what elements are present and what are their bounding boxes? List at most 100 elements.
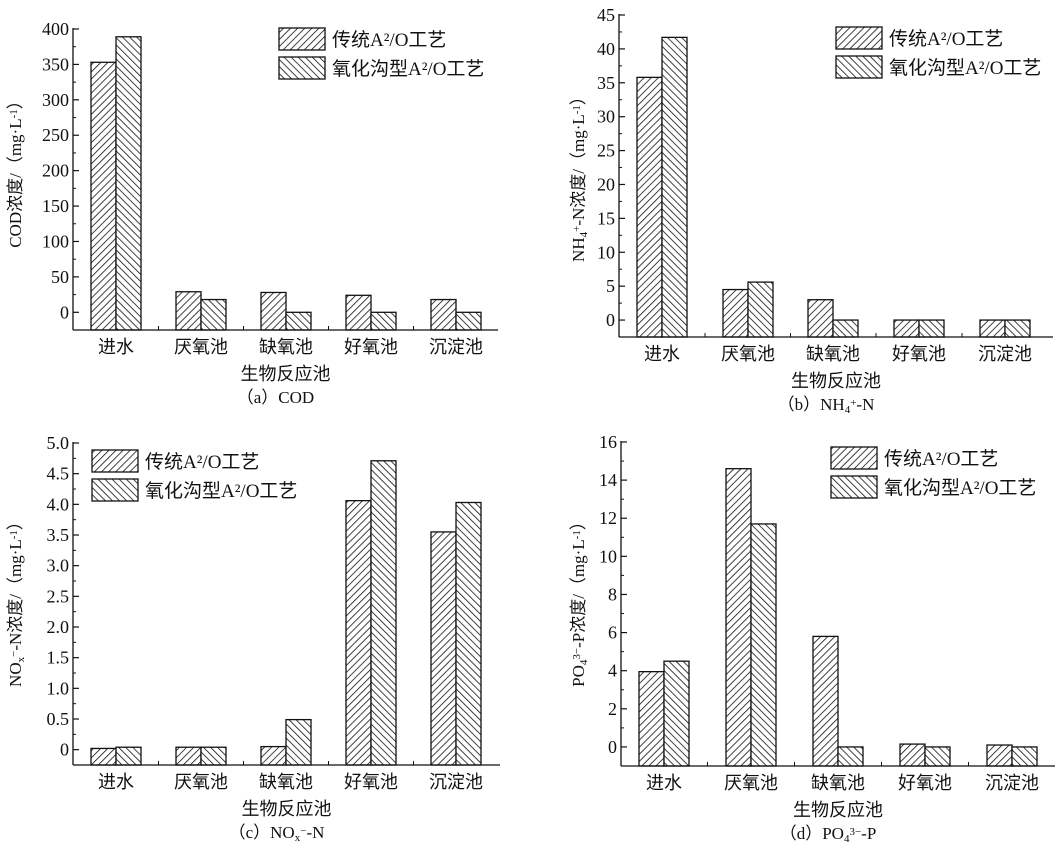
y-tick-label: 350: [42, 54, 69, 74]
x-tick-label: 进水: [646, 773, 682, 793]
legend-label-2: 氧化沟型A²/O工艺: [889, 57, 1041, 79]
bar-series2-4: [455, 501, 482, 766]
text-segment: NH: [569, 237, 588, 262]
y-tick-label: 4.5: [47, 464, 70, 484]
legend-label-2: 氧化沟型A²/O工艺: [145, 480, 297, 502]
text-segment: -N: [306, 823, 324, 842]
bar-series1-2: [807, 299, 834, 338]
superscript: 3−: [571, 648, 583, 660]
superscript: 3−: [849, 826, 861, 838]
bar-series1-4: [430, 531, 457, 766]
bar-series2-3: [370, 311, 397, 331]
bar-series2-4: [455, 311, 482, 331]
y-axis-label: COD浓度/（mg·L-1）: [6, 92, 25, 248]
y-axis-label: PO43−-P浓度/（mg·L-1）: [569, 513, 590, 687]
bar-series2-4: [1004, 319, 1031, 338]
y-tick-label: 20: [597, 174, 615, 194]
legend-swatch-2: [830, 475, 878, 499]
superscript: -1: [8, 530, 20, 539]
y-tick-label: 3.0: [47, 556, 70, 576]
bar-series1-0: [90, 747, 117, 766]
y-tick-label: 10: [597, 242, 615, 262]
y-tick-label: 150: [42, 196, 69, 216]
bar-series2-2: [837, 746, 864, 767]
text-segment: （d）PO: [780, 824, 844, 843]
y-tick-label: 0: [60, 302, 69, 322]
bar-series1-0: [638, 671, 665, 767]
superscript: -1: [571, 105, 583, 114]
legend-label-1: 传统A²/O工艺: [884, 448, 998, 470]
y-tick-label: 5: [606, 276, 615, 296]
y-tick-label: 2.5: [47, 586, 70, 606]
x-tick-label: 好氧池: [898, 773, 952, 793]
x-tick-label: 沉淀池: [429, 772, 483, 792]
x-axis-label: 生物反应池: [241, 364, 331, 384]
y-tick-label: 1.5: [47, 648, 70, 668]
superscript: −: [300, 825, 306, 837]
superscript: -1: [8, 109, 20, 118]
bar-series1-1: [722, 288, 749, 338]
bar-series2-1: [200, 298, 227, 331]
x-tick-label: 进水: [98, 337, 134, 357]
y-axis-label: NOx−-N浓度/（mg·L-1）: [6, 513, 27, 687]
x-tick-label: 沉淀池: [985, 773, 1039, 793]
y-tick-label: 0: [608, 737, 617, 757]
y-tick-label: 30: [597, 107, 615, 127]
chart-cod: 0 50 100 150 200 250 300 350 400 进水 厌氧池 缺氧池 好氧池 沉淀池生物…: [6, 19, 498, 407]
chart-caption: （b）NH4+-N: [778, 395, 875, 416]
y-tick-label: 5.0: [47, 433, 70, 453]
bar-series1-2: [260, 745, 287, 766]
text-segment: （c）NO: [229, 823, 295, 842]
y-tick-label: 250: [42, 125, 69, 145]
x-tick-label: 缺氧池: [259, 772, 313, 792]
text-segment: PO: [569, 665, 588, 687]
y-tick-label: 40: [597, 39, 615, 59]
bar-series2-2: [832, 319, 859, 338]
subscript: x: [295, 832, 301, 844]
y-tick-label: 45: [597, 5, 615, 25]
y-axis-label: NH4+-N浓度/（mg·L-1）: [569, 88, 590, 262]
y-tick-label: 35: [597, 73, 615, 93]
bar-series1-4: [986, 744, 1013, 767]
bar-series1-2: [260, 291, 287, 331]
superscript: −: [8, 651, 20, 657]
subscript: x: [15, 656, 27, 662]
text-segment: （a）COD: [237, 388, 314, 407]
text-segment: -N: [856, 395, 874, 414]
text-segment: ）: [6, 513, 25, 530]
bar-series2-1: [747, 281, 774, 338]
x-tick-label: 厌氧池: [724, 773, 778, 793]
superscript: +: [850, 397, 856, 409]
y-tick-label: 12: [599, 508, 617, 528]
bar-series1-3: [899, 743, 926, 767]
text-segment: ）: [569, 513, 588, 530]
text-segment: -P浓度/（mg·L: [569, 539, 588, 648]
text-segment: ）: [569, 88, 588, 105]
y-tick-label: 1.0: [47, 678, 70, 698]
y-tick-label: 4: [608, 661, 617, 681]
y-tick-label: 4.0: [47, 494, 70, 514]
x-tick-label: 缺氧池: [259, 337, 313, 357]
text-segment: -N浓度/（mg·L: [6, 539, 25, 650]
bar-series2-2: [285, 311, 312, 331]
bar-series2-0: [115, 746, 142, 766]
x-tick-label: 沉淀池: [978, 344, 1032, 364]
bar-series2-0: [663, 660, 690, 767]
legend-swatch-2: [278, 56, 326, 80]
bar-series2-3: [918, 319, 945, 338]
bar-series1-0: [636, 76, 663, 338]
y-tick-label: 16: [599, 432, 617, 452]
x-tick-label: 厌氧池: [174, 772, 228, 792]
y-tick-label: 14: [599, 470, 617, 490]
text-segment: -N浓度/（mg·L: [569, 114, 588, 225]
chart-caption: （c）NOx−-N: [229, 823, 325, 844]
y-tick-label: 3.5: [47, 525, 70, 545]
superscript: -1: [571, 530, 583, 539]
x-tick-label: 缺氧池: [811, 773, 865, 793]
y-tick-label: 400: [42, 19, 69, 39]
legend-label-1: 传统A²/O工艺: [332, 29, 446, 51]
